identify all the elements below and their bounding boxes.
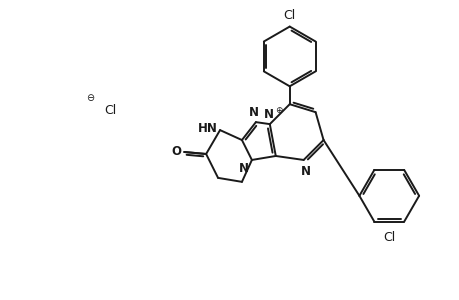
Text: Cl: Cl	[283, 9, 295, 22]
Text: Cl: Cl	[104, 104, 117, 117]
Text: N: N	[263, 108, 273, 121]
Text: N: N	[248, 106, 258, 119]
Text: N: N	[300, 165, 310, 178]
Text: HN: HN	[198, 122, 218, 135]
Text: ⊕: ⊕	[274, 106, 282, 115]
Text: Cl: Cl	[382, 231, 395, 244]
Text: O: O	[171, 146, 181, 158]
Text: ⊖: ⊖	[86, 93, 95, 103]
Text: N: N	[238, 162, 248, 175]
